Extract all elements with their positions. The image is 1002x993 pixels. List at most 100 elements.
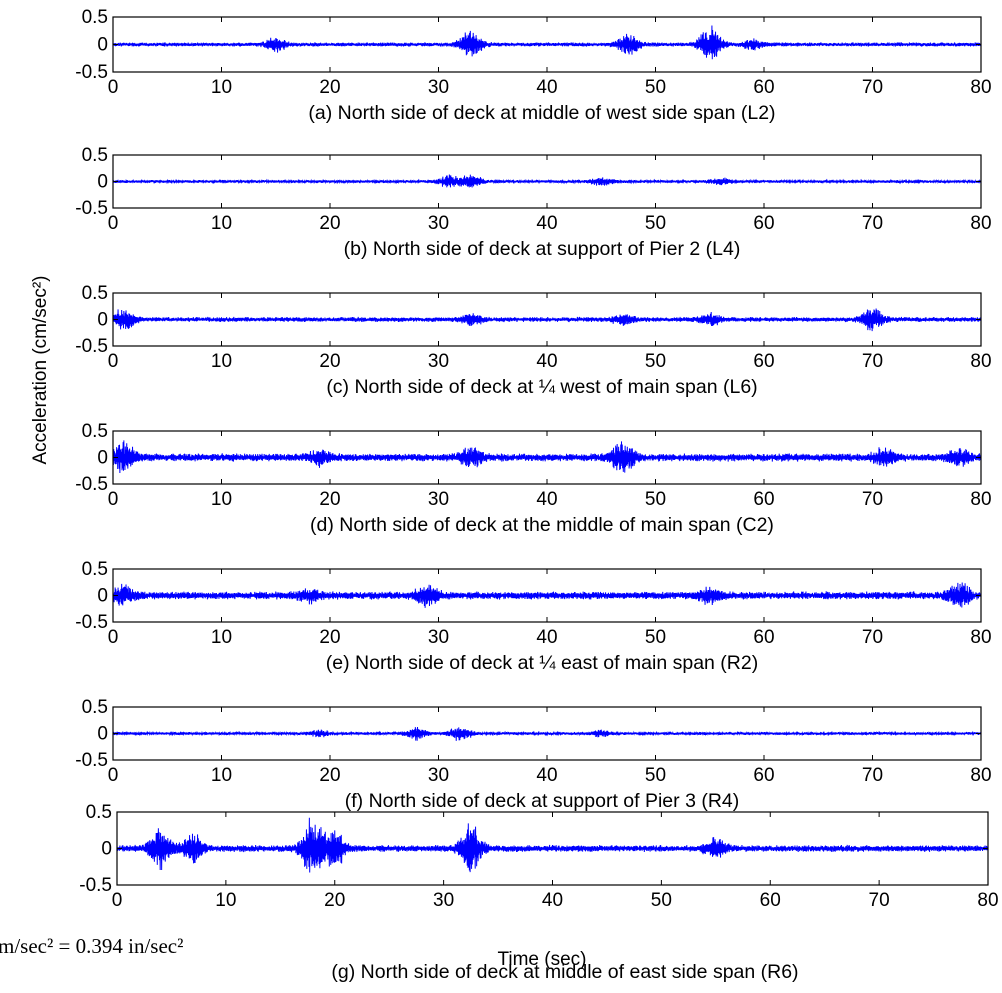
panel-caption: (c) North side of deck at ¼ west of main…: [326, 376, 757, 398]
panel-caption: (e) North side of deck at ¼ east of main…: [326, 652, 758, 674]
panels: 0 10 20 30 40 50 60 70 800.50-0.5(a) North side …: [75, 7, 998, 983]
x-tick-label: 70: [862, 351, 883, 372]
x-tick-label: 10: [211, 77, 232, 98]
x-tick-label: 80: [970, 765, 991, 786]
x-tick-label: 0: [108, 489, 119, 510]
y-tick-label: 0: [97, 586, 108, 607]
panel-a: 0 10 20 30 40 50 60 70 800.50-0.5(a) North side …: [75, 7, 991, 124]
y-tick-label: 0: [97, 172, 108, 193]
series-line: [113, 727, 981, 741]
unit-conversion-note: m/sec² = 0.394 in/sec²: [0, 934, 183, 958]
x-tick-label: 60: [760, 890, 781, 911]
x-tick-label: 0: [108, 627, 119, 648]
x-tick-label: 60: [753, 351, 774, 372]
y-tick-label: -0.5: [75, 474, 108, 495]
x-tick-label: 80: [970, 213, 991, 234]
x-tick-label: 70: [862, 213, 883, 234]
x-tick-label: 30: [428, 77, 449, 98]
x-tick-label: 10: [211, 489, 232, 510]
x-tick-label: 30: [428, 627, 449, 648]
y-tick-label: -0.5: [75, 750, 108, 771]
x-tick-label: 60: [753, 213, 774, 234]
x-tick-label: 70: [862, 77, 883, 98]
x-tick-label: 60: [753, 77, 774, 98]
x-tick-label: 60: [753, 765, 774, 786]
x-tick-label: 50: [651, 890, 672, 911]
y-tick-label: 0.5: [86, 802, 112, 823]
x-tick-label: 40: [542, 890, 563, 911]
x-tick-label: 30: [428, 351, 449, 372]
y-tick-label: 0.5: [82, 283, 108, 304]
x-tick-label: 0: [112, 890, 123, 911]
y-tick-label: -0.5: [75, 336, 108, 357]
x-tick-label: 20: [319, 77, 340, 98]
y-tick-label: 0: [97, 310, 108, 331]
panel-caption: (d) North side of deck at the middle of …: [310, 514, 774, 536]
x-tick-label: 70: [869, 890, 890, 911]
x-tick-label: 40: [536, 765, 557, 786]
series-line: [117, 817, 988, 873]
series-line: [113, 174, 981, 188]
y-tick-label: 0.5: [82, 421, 108, 442]
x-tick-label: 50: [645, 351, 666, 372]
x-tick-label: 40: [536, 77, 557, 98]
x-tick-label: 80: [970, 489, 991, 510]
x-tick-label: 30: [433, 890, 454, 911]
panel-f: 0 10 20 30 40 50 60 70 800.50-0.5(f) North side …: [75, 697, 991, 812]
series-line: [113, 582, 981, 608]
x-tick-label: 20: [319, 765, 340, 786]
x-tick-label: 40: [536, 351, 557, 372]
x-tick-label: 10: [211, 627, 232, 648]
x-tick-label: 0: [108, 213, 119, 234]
x-tick-label: 10: [211, 213, 232, 234]
y-tick-label: -0.5: [75, 198, 108, 219]
y-tick-label: 0.5: [82, 7, 108, 28]
panel-caption: (b) North side of deck at support of Pie…: [344, 238, 741, 260]
y-tick-label: -0.5: [79, 875, 112, 896]
x-tick-label: 70: [862, 489, 883, 510]
x-tick-label: 20: [319, 213, 340, 234]
x-tick-label: 30: [428, 765, 449, 786]
x-tick-label: 50: [645, 765, 666, 786]
x-tick-label: 20: [319, 627, 340, 648]
y-tick-label: 0.5: [82, 559, 108, 580]
y-tick-label: 0: [97, 35, 108, 56]
y-axis-label: Acceleration (cm/sec²): [30, 276, 51, 465]
x-tick-label: 60: [753, 627, 774, 648]
panel-caption: (a) North side of deck at middle of west…: [308, 102, 775, 124]
panel-g: 0 10 20 30 40 50 60 70 800.50-0.5(g) North side …: [79, 802, 998, 983]
x-tick-label: 80: [977, 890, 998, 911]
y-tick-label: 0.5: [82, 697, 108, 718]
x-axis-label: Time (sec): [497, 949, 586, 970]
x-tick-label: 20: [319, 489, 340, 510]
panel-caption: (f) North side of deck at support of Pie…: [345, 790, 740, 812]
y-tick-label: -0.5: [75, 612, 108, 633]
x-tick-label: 20: [324, 890, 345, 911]
panel-caption: (g) North side of deck at middle of east…: [331, 961, 798, 983]
x-tick-label: 20: [319, 351, 340, 372]
x-tick-label: 0: [108, 351, 119, 372]
x-tick-label: 80: [970, 627, 991, 648]
x-tick-label: 0: [108, 765, 119, 786]
panel-d: 0 10 20 30 40 50 60 70 800.50-0.5(d) North side …: [75, 421, 991, 536]
x-tick-label: 70: [862, 627, 883, 648]
panel-c: 0 10 20 30 40 50 60 70 800.50-0.5(c) North side …: [75, 283, 991, 398]
series-line: [113, 440, 981, 473]
x-tick-label: 60: [753, 489, 774, 510]
x-tick-label: 10: [211, 765, 232, 786]
series-line: [113, 25, 981, 60]
x-tick-label: 50: [645, 489, 666, 510]
x-tick-label: 10: [211, 351, 232, 372]
panel-b: 0 10 20 30 40 50 60 70 800.50-0.5(b) North side …: [75, 145, 991, 260]
x-tick-label: 50: [645, 77, 666, 98]
y-tick-label: 0.5: [82, 145, 108, 166]
x-tick-label: 30: [428, 489, 449, 510]
y-tick-label: -0.5: [75, 62, 108, 83]
x-tick-label: 70: [862, 765, 883, 786]
series-line: [113, 308, 981, 332]
x-tick-label: 50: [645, 213, 666, 234]
x-tick-label: 40: [536, 213, 557, 234]
panel-e: 0 10 20 30 40 50 60 70 800.50-0.5(e) North side …: [75, 559, 991, 674]
x-tick-label: 10: [215, 890, 236, 911]
